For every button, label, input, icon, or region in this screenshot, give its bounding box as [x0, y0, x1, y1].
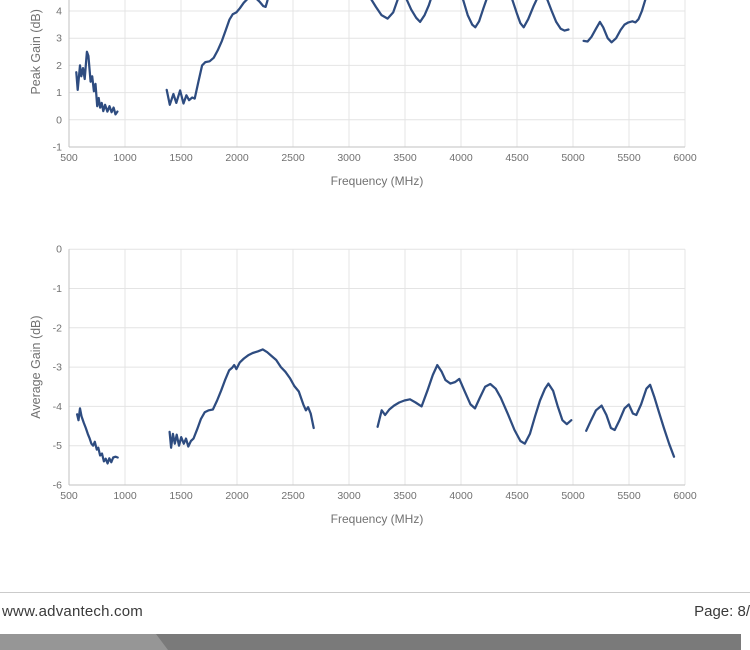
footer-accent-bar — [0, 634, 741, 650]
x-tick-label: 2000 — [225, 152, 249, 164]
y-tick-label: 2 — [56, 60, 62, 72]
x-tick-label: 2500 — [281, 152, 305, 164]
y-tick-label: 4 — [56, 6, 62, 18]
y-tick-label: 1 — [56, 87, 62, 99]
y-tick-label: -6 — [53, 480, 62, 492]
x-tick-label: 1000 — [113, 152, 137, 164]
y-axis-title: Peak Gain (dB) — [29, 9, 43, 94]
x-tick-label: 3000 — [337, 152, 361, 164]
x-tick-label: 6000 — [673, 152, 697, 164]
y-tick-label: -1 — [53, 283, 62, 295]
footer-page-number: Page: 8/ — [694, 603, 750, 620]
x-tick-label: 4000 — [449, 152, 473, 164]
y-axis-title: Average Gain (dB) — [29, 315, 43, 418]
x-tick-label: 1500 — [169, 152, 193, 164]
x-tick-label: 4000 — [449, 490, 473, 502]
y-tick-label: -2 — [53, 322, 62, 334]
x-tick-label: 5500 — [617, 490, 641, 502]
gain-line-series — [75, 0, 647, 116]
footer-divider — [0, 592, 750, 593]
x-tick-label: 500 — [60, 152, 78, 164]
footer-accent-bar-light — [0, 634, 168, 650]
x-tick-label: 500 — [60, 490, 78, 502]
x-tick-label: 6000 — [673, 490, 697, 502]
x-tick-label: 1500 — [169, 490, 193, 502]
footer-website-text: www.advantech.com — [2, 603, 143, 620]
y-tick-label: -1 — [53, 142, 62, 154]
y-tick-label: 0 — [56, 114, 62, 126]
average-gain-chart: 500 1000 1500 2000 2500 3000 3500 4000 4500 5000 5… — [29, 244, 697, 526]
x-tick-label: 4500 — [505, 490, 529, 502]
y-tick-label: -3 — [53, 362, 62, 374]
y-tick-label: 3 — [56, 33, 62, 45]
x-tick-label: 1000 — [113, 490, 137, 502]
gain-line-series — [75, 348, 676, 465]
x-axis-title: Frequency (MHz) — [331, 512, 424, 526]
x-tick-label: 4500 — [505, 152, 529, 164]
x-tick-label: 2500 — [281, 490, 305, 502]
x-tick-label: 2000 — [225, 490, 249, 502]
x-tick-label: 3500 — [393, 490, 417, 502]
x-tick-label: 3000 — [337, 490, 361, 502]
x-tick-label: 5000 — [561, 152, 585, 164]
x-axis-title: Frequency (MHz) — [331, 174, 424, 188]
footer-accent-bar-dark — [0, 634, 741, 650]
x-tick-label: 3500 — [393, 152, 417, 164]
x-tick-label: 5500 — [617, 152, 641, 164]
x-tick-label: 5000 — [561, 490, 585, 502]
y-tick-label: 0 — [56, 244, 62, 256]
peak-gain-chart: 500 1000 1500 2000 2500 3000 3500 4000 4500 5000 5… — [29, 0, 697, 188]
y-tick-label: -5 — [53, 440, 62, 452]
y-tick-label: -4 — [53, 401, 62, 413]
